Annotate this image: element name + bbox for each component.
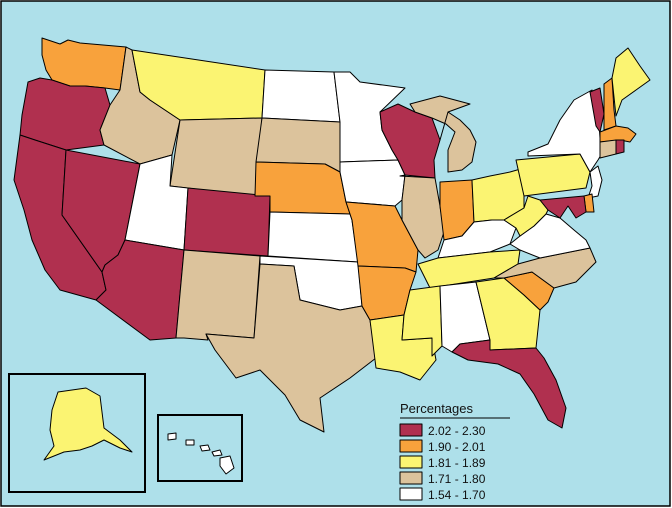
state-maine bbox=[611, 47, 651, 117]
legend-label-4: 1.54 - 1.70 bbox=[428, 488, 486, 502]
state-new-hampshire bbox=[603, 77, 617, 131]
state-maryland bbox=[539, 195, 587, 219]
state-alaska bbox=[43, 387, 133, 461]
legend-label-3: 1.71 - 1.80 bbox=[428, 472, 486, 486]
state-rhode-island bbox=[615, 139, 625, 155]
legend-label-1: 1.90 - 2.01 bbox=[428, 440, 486, 454]
state-kansas bbox=[267, 211, 359, 263]
state-michigan bbox=[409, 95, 477, 173]
state-hawaii bbox=[167, 432, 235, 475]
state-new-jersey bbox=[587, 165, 603, 199]
state-vermont bbox=[589, 87, 605, 133]
legend-swatch-2 bbox=[399, 455, 423, 469]
legend-label-0: 2.02 - 2.30 bbox=[428, 424, 486, 438]
legend-label-2: 1.81 - 1.89 bbox=[428, 456, 486, 470]
state-iowa bbox=[339, 159, 406, 207]
state-texas bbox=[205, 263, 377, 433]
legend-swatch-1 bbox=[399, 439, 423, 453]
state-north-carolina bbox=[493, 247, 597, 289]
legend-swatch-3 bbox=[399, 471, 423, 485]
state-florida bbox=[451, 339, 567, 429]
state-wyoming bbox=[169, 117, 263, 197]
legend-swatch-0 bbox=[399, 423, 423, 437]
state-wisconsin bbox=[379, 103, 441, 179]
state-illinois bbox=[399, 174, 445, 259]
state-west-virginia bbox=[503, 195, 549, 237]
legend-title: Percentages bbox=[400, 401, 473, 416]
legend: Percentages 2.02 - 2.30 1.90 - 2.01 1.81… bbox=[399, 401, 510, 502]
state-north-dakota bbox=[261, 69, 341, 123]
legend-swatch-4 bbox=[399, 487, 423, 501]
state-pennsylvania bbox=[515, 153, 591, 197]
state-colorado bbox=[183, 187, 271, 257]
state-new-mexico bbox=[175, 249, 261, 341]
